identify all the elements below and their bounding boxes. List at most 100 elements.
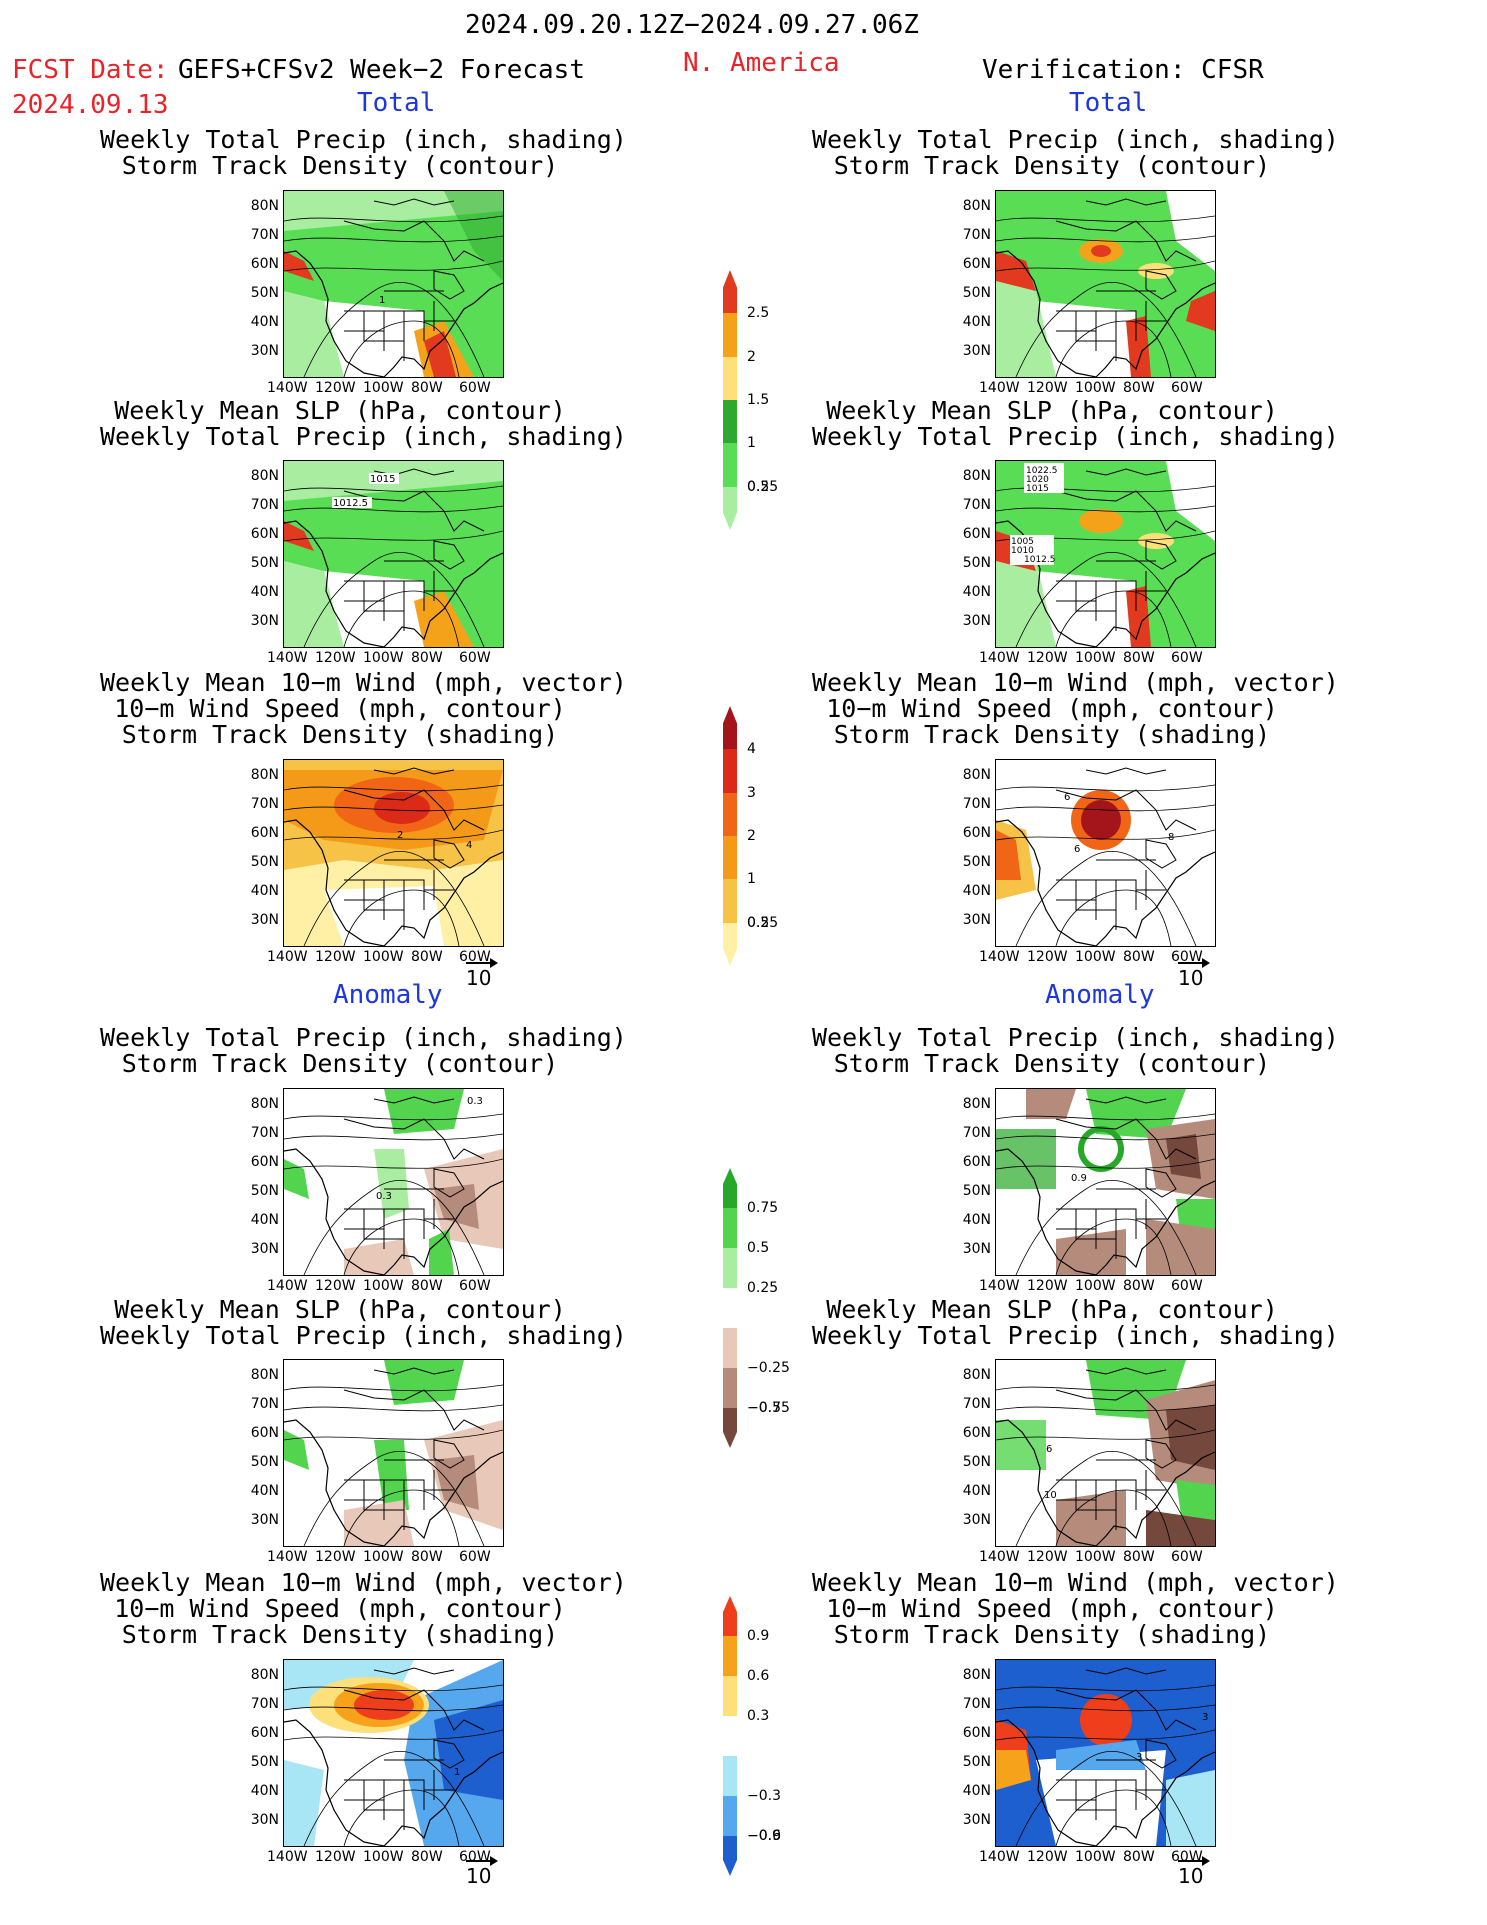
lat-tick-label: 80N bbox=[962, 198, 991, 214]
colorbar-label: −0.6 bbox=[747, 1828, 781, 1844]
colorbar-segment bbox=[723, 356, 737, 400]
lon-tick-label: 80W bbox=[411, 1849, 443, 1865]
lat-tick-label: 60N bbox=[250, 1425, 279, 1441]
lat-tick-label: 70N bbox=[962, 497, 991, 513]
lat-tick-label: 70N bbox=[962, 1125, 991, 1141]
panel-title-fc-slp-total: Weekly Mean SLP (hPa, contour) Weekly To… bbox=[100, 396, 627, 451]
lon-tick-label: 80W bbox=[1123, 1278, 1155, 1294]
fcst-product: GEFS+CFSv2 Week−2 Forecast bbox=[178, 55, 585, 85]
panel-title-ver-wind-anom: Weekly Mean 10−m Wind (mph, vector) 10−m… bbox=[812, 1568, 1339, 1649]
colorbar-track-total: 4 3 2 1 0.5 0.25 bbox=[723, 706, 778, 966]
lat-tick-label: 40N bbox=[250, 1212, 279, 1228]
colorbar-label: 1 bbox=[747, 871, 756, 888]
contour-label: 3 bbox=[1136, 1752, 1142, 1763]
lat-tick-label: 30N bbox=[250, 1812, 279, 1828]
lat-tick-label: 80N bbox=[250, 198, 279, 214]
colorbar-segment bbox=[723, 1716, 737, 1756]
map-fc-precip-total: 1 bbox=[283, 190, 504, 378]
lon-tick-label: 60W bbox=[1171, 1549, 1203, 1565]
lat-tick-label: 30N bbox=[250, 912, 279, 928]
lat-tick-label: 50N bbox=[250, 285, 279, 301]
lat-tick-label: 50N bbox=[250, 555, 279, 571]
lat-tick-label: 60N bbox=[962, 1154, 991, 1170]
panel-title-ver-slp-anom: Weekly Mean SLP (hPa, contour) Weekly To… bbox=[812, 1295, 1339, 1350]
lat-tick-label: 50N bbox=[250, 1754, 279, 1770]
lon-tick-label: 120W bbox=[1027, 1849, 1068, 1865]
lon-tick-label: 100W bbox=[1075, 1549, 1116, 1565]
colorbar-segment bbox=[723, 792, 737, 836]
panel-title-fc-precip-anom: Weekly Total Precip (inch, shading) Stor… bbox=[100, 1023, 627, 1078]
lon-tick-label: 120W bbox=[315, 1549, 356, 1565]
lon-tick-label: 120W bbox=[1027, 1278, 1068, 1294]
lon-tick-label: 60W bbox=[459, 1278, 491, 1294]
lat-tick-label: 60N bbox=[250, 256, 279, 272]
colorbar-segment bbox=[723, 1796, 737, 1836]
lat-tick-label: 70N bbox=[250, 1696, 279, 1712]
lon-tick-label: 80W bbox=[411, 1549, 443, 1565]
colorbar-label: 0.3 bbox=[747, 1708, 770, 1724]
lat-tick-label: 50N bbox=[962, 1754, 991, 1770]
lon-tick-label: 80W bbox=[1123, 380, 1155, 396]
colorbar-segment bbox=[723, 1248, 737, 1288]
lon-tick-label: 100W bbox=[1075, 1278, 1116, 1294]
vector-ref-ver-anom: 10 bbox=[1178, 1856, 1210, 1888]
colorbar-label: 0.25 bbox=[747, 1280, 779, 1296]
lon-tick-label: 60W bbox=[459, 949, 491, 965]
colorbar-segment bbox=[723, 706, 737, 750]
colorbar-segment bbox=[723, 1676, 737, 1716]
lat-tick-label: 50N bbox=[962, 1454, 991, 1470]
lon-tick-label: 140W bbox=[979, 650, 1020, 666]
lon-tick-label: 80W bbox=[411, 380, 443, 396]
lat-tick-label: 40N bbox=[250, 584, 279, 600]
lat-tick-label: 80N bbox=[962, 1367, 991, 1383]
contour-label: 3 bbox=[1202, 1712, 1208, 1723]
section-total-right: Total bbox=[1069, 88, 1148, 118]
lon-tick-label: 120W bbox=[315, 1278, 356, 1294]
map-fc-wind-anom: 1 bbox=[283, 1659, 504, 1847]
contour-label: 1005 bbox=[1011, 537, 1034, 547]
colorbar-label: 4 bbox=[747, 741, 756, 758]
contour-label: 1015 bbox=[370, 474, 395, 485]
lat-tick-label: 70N bbox=[250, 497, 279, 513]
lon-tick-label: 140W bbox=[979, 380, 1020, 396]
lon-tick-label: 100W bbox=[1075, 1849, 1116, 1865]
colorbar-label: 2 bbox=[747, 828, 756, 844]
lon-tick-label: 60W bbox=[459, 1849, 491, 1865]
lat-tick-label: 60N bbox=[962, 1425, 991, 1441]
colorbar-label: −0.25 bbox=[747, 1360, 790, 1376]
contour-label: 0.3 bbox=[376, 1191, 392, 1202]
lat-tick-label: 80N bbox=[250, 1667, 279, 1683]
colorbar-label: −0.75 bbox=[747, 1400, 790, 1416]
colorbar-segment bbox=[723, 1328, 737, 1368]
colorbar-segment bbox=[723, 1596, 737, 1636]
lon-tick-label: 140W bbox=[979, 1549, 1020, 1565]
lat-tick-label: 80N bbox=[962, 468, 991, 484]
lat-tick-label: 40N bbox=[962, 883, 991, 899]
lon-tick-label: 140W bbox=[267, 949, 308, 965]
colorbar-label: 0.6 bbox=[747, 1668, 770, 1684]
region-label: N. America bbox=[683, 48, 840, 78]
colorbar-segment bbox=[723, 1756, 737, 1796]
lat-tick-label: 60N bbox=[962, 256, 991, 272]
lat-tick-label: 80N bbox=[962, 1667, 991, 1683]
section-total-left: Total bbox=[357, 88, 436, 118]
map-ver-precip-total bbox=[995, 190, 1216, 378]
colorbar-label: 2.5 bbox=[747, 305, 770, 322]
colorbar-track-anom: 0.9 0.6 0.3 −0.3 −0.6 −0.9 bbox=[723, 1596, 781, 1876]
vector-ref-fc-total: 10 bbox=[466, 958, 498, 990]
panel-title-ver-slp-total: Weekly Mean SLP (hPa, contour) Weekly To… bbox=[812, 396, 1339, 451]
colorbar-segment bbox=[723, 1368, 737, 1408]
lon-tick-label: 120W bbox=[1027, 949, 1068, 965]
lon-tick-label: 120W bbox=[1027, 650, 1068, 666]
colorbar-label: 1 bbox=[747, 435, 756, 452]
contour-label: 0.9 bbox=[1071, 1173, 1087, 1184]
lat-tick-label: 40N bbox=[250, 883, 279, 899]
contour-label: 1 bbox=[454, 1767, 460, 1778]
lon-tick-label: 60W bbox=[459, 650, 491, 666]
colorbar-segment bbox=[723, 922, 737, 966]
colorbar-precip-anom: 0.75 0.5 0.25 −0.25 −0.5 −0.75 bbox=[723, 1168, 790, 1448]
colorbar-segment bbox=[723, 400, 737, 444]
lat-tick-label: 30N bbox=[250, 1241, 279, 1257]
colorbar-segment bbox=[723, 1208, 737, 1248]
lat-tick-label: 60N bbox=[962, 526, 991, 542]
